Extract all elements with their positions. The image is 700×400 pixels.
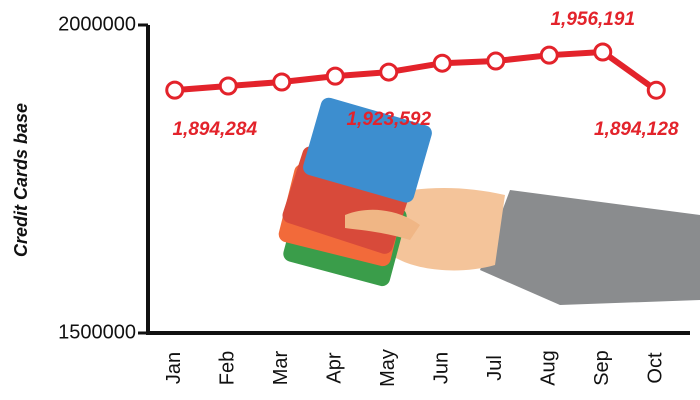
x-tick-label: Feb: [217, 351, 239, 385]
y-tick-label: 1500000: [58, 321, 136, 343]
y-tick-label: 2000000: [58, 13, 136, 35]
marker: [218, 76, 238, 96]
marker: [432, 53, 452, 73]
marker: [325, 66, 345, 86]
marker: [539, 45, 559, 65]
x-tick-label: Sep: [591, 350, 613, 386]
thumb: [345, 209, 420, 240]
value-label: 1,894,284: [172, 119, 257, 140]
x-tick-label: Jul: [484, 355, 506, 381]
sleeve: [480, 190, 700, 305]
x-tick-label: Jun: [431, 352, 453, 384]
card-blue: [303, 97, 432, 203]
x-tick-label: Oct: [645, 352, 667, 384]
x-tick-label: Apr: [324, 352, 346, 383]
marker: [272, 72, 292, 92]
marker: [486, 51, 506, 71]
marker: [165, 80, 185, 100]
value-label: 1,956,191: [550, 9, 635, 30]
x-tick-label: May: [377, 349, 399, 387]
marker: [379, 62, 399, 82]
x-tick-label: Aug: [538, 350, 560, 386]
marker: [593, 42, 613, 62]
value-label: 1,923,592: [346, 109, 431, 130]
illustration: [278, 97, 700, 305]
marker: [646, 80, 666, 100]
line: [174, 48, 658, 94]
x-tick-label: Jan: [163, 352, 185, 384]
y-axis-label: Credit Cards base: [11, 103, 31, 257]
value-label: 1,894,128: [594, 119, 679, 140]
x-tick-label: Mar: [270, 350, 292, 385]
